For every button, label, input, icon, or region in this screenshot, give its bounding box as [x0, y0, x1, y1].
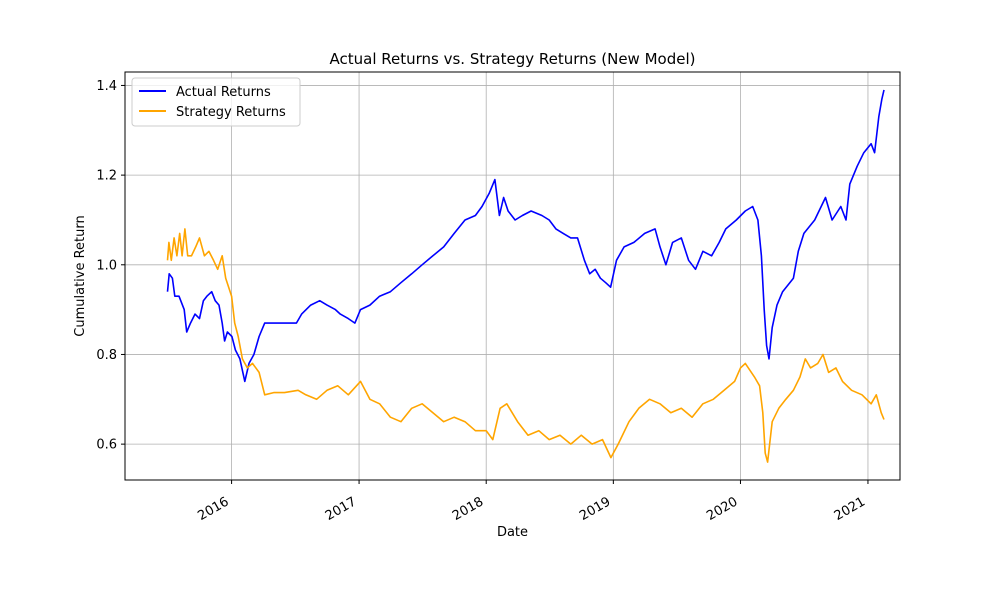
- series-layer: [166, 89, 885, 463]
- legend-label-actual-returns: Actual Returns: [176, 85, 271, 100]
- legend-label-strategy-returns: Strategy Returns: [176, 105, 286, 120]
- y-tick-label: 1.4: [96, 79, 117, 94]
- legend: Actual Returns Strategy Returns: [131, 77, 301, 127]
- plot-frame: [124, 71, 901, 481]
- y-axis: 0.6 0.8 1.0 1.2 1.4: [96, 79, 125, 453]
- y-tick-label: 0.6: [96, 438, 117, 453]
- y-tick-label: 0.8: [96, 348, 117, 363]
- y-tick-label: 1.0: [96, 258, 117, 273]
- y-tick-label: 1.2: [96, 169, 117, 184]
- series-line-actual-returns: [166, 89, 885, 383]
- legend-box: [131, 77, 301, 127]
- chart-title: Actual Returns vs. Strategy Returns (New…: [330, 50, 696, 68]
- x-axis-label: Date: [497, 525, 528, 540]
- series-line-strategy-returns: [166, 228, 885, 463]
- y-axis-label: Cumulative Return: [73, 215, 88, 336]
